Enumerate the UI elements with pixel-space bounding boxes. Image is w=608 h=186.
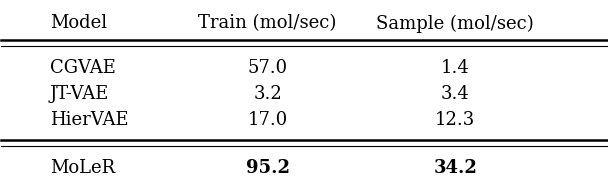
Text: 12.3: 12.3	[435, 110, 475, 129]
Text: 3.4: 3.4	[441, 85, 470, 103]
Text: MoLeR: MoLeR	[50, 159, 115, 177]
Text: JT-VAE: JT-VAE	[50, 85, 109, 103]
Text: CGVAE: CGVAE	[50, 59, 116, 77]
Text: 95.2: 95.2	[246, 159, 289, 177]
Text: 57.0: 57.0	[247, 59, 288, 77]
Text: Train (mol/sec): Train (mol/sec)	[198, 14, 337, 32]
Text: 17.0: 17.0	[247, 110, 288, 129]
Text: Model: Model	[50, 14, 107, 32]
Text: 1.4: 1.4	[441, 59, 470, 77]
Text: HierVAE: HierVAE	[50, 110, 128, 129]
Text: Sample (mol/sec): Sample (mol/sec)	[376, 14, 534, 33]
Text: 3.2: 3.2	[254, 85, 282, 103]
Text: 34.2: 34.2	[434, 159, 477, 177]
